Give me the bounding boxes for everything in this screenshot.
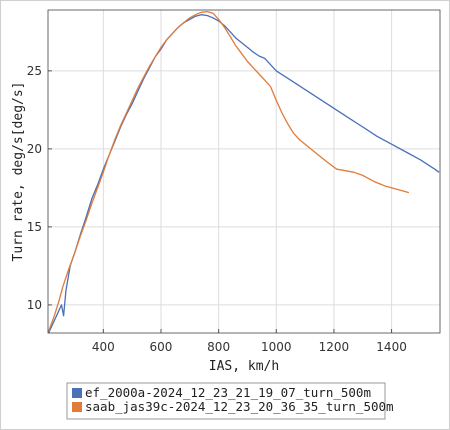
y-tick-label: 25 <box>27 64 42 78</box>
x-tick-label: 600 <box>150 340 173 354</box>
x-axis-label: IAS, km/h <box>209 359 279 374</box>
plot-area-border <box>47 9 441 334</box>
y-tick-label: 10 <box>27 298 42 312</box>
legend-box <box>66 382 386 420</box>
legend-swatch-jas39c <box>72 402 82 412</box>
legend-swatch-ef2000 <box>72 388 82 398</box>
x-tick-labels: 400 600 800 1000 1200 1400 <box>92 340 407 354</box>
y-tick-label: 20 <box>27 142 42 156</box>
y-tick-labels: 10 15 20 25 <box>27 64 42 312</box>
x-tick-label: 800 <box>207 340 230 354</box>
plot-background <box>48 10 440 333</box>
y-tick-label: 15 <box>27 220 42 234</box>
x-tick-label: 400 <box>92 340 115 354</box>
grid-lines <box>48 10 440 333</box>
legend: ef_2000a-2024_12_23_21_19_07_turn_500m s… <box>66 382 394 420</box>
legend-label-jas39c: saab_jas39c-2024_12_23_20_36_35_turn_500… <box>85 399 394 414</box>
y-axis-label: Turn rate, deg/s[deg/s] <box>11 81 26 261</box>
series-layer <box>47 10 440 334</box>
series-line-jas39c <box>47 10 410 332</box>
x-tick-label: 1000 <box>261 340 292 354</box>
x-tick-label: 1200 <box>319 340 350 354</box>
legend-label-ef2000: ef_2000a-2024_12_23_21_19_07_turn_500m <box>85 385 371 400</box>
x-tick-label: 1400 <box>376 340 407 354</box>
series-line-ef2000 <box>48 14 440 334</box>
